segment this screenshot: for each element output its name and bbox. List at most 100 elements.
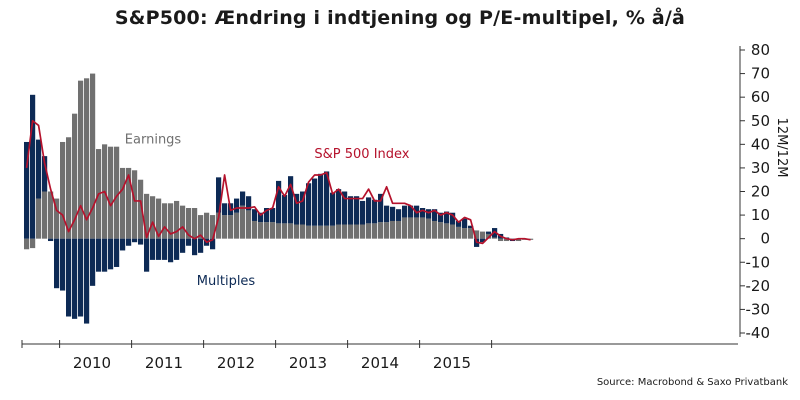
earnings-bar [204, 212, 210, 239]
multiples-bar [462, 218, 468, 229]
earnings-bar [414, 217, 420, 239]
multiples-bar [30, 94, 36, 239]
earnings-bar [174, 200, 180, 239]
earnings-bar [156, 198, 162, 239]
multiples-bar [312, 178, 318, 226]
earnings-bar [426, 218, 432, 239]
multiples-bar [162, 238, 168, 260]
y-tick-label: 70 [751, 65, 770, 83]
earnings-bar [420, 217, 426, 239]
earnings-bar [378, 222, 384, 239]
y-tick-label: 10 [751, 206, 770, 224]
earnings-bar [78, 80, 84, 239]
earnings-bar [276, 223, 282, 239]
multiples-bar [378, 193, 384, 223]
multiples-bar [222, 203, 228, 216]
y-tick-label: 60 [751, 88, 770, 106]
multiples-bar [258, 212, 264, 223]
source-note: Source: Macrobond & Saxo Privatbank [596, 377, 788, 388]
earnings-bar [462, 228, 468, 239]
earnings-bar [108, 146, 114, 239]
earnings-bar [402, 217, 408, 239]
earnings-bar [312, 225, 318, 239]
earnings-bar [270, 222, 276, 239]
multiples-bar [444, 211, 450, 224]
earnings-bar [114, 146, 120, 239]
x-tick-label: 2011 [145, 354, 183, 372]
earnings-bar [348, 224, 354, 239]
earnings-bar [390, 220, 396, 239]
earnings-bar [192, 208, 198, 239]
earnings-bar [264, 222, 270, 239]
earnings-bar [42, 191, 48, 239]
earnings-bar [468, 228, 474, 239]
x-tick-label: 2015 [433, 354, 471, 372]
index-annotation: S&P 500 Index [314, 147, 409, 162]
earnings-bar [72, 113, 78, 239]
multiples-bar [342, 191, 348, 225]
earnings-bar [516, 238, 522, 242]
multiples-bar [36, 139, 42, 199]
earnings-bar [84, 78, 90, 239]
multiples-bar [318, 173, 324, 226]
multiples-bar [450, 212, 456, 225]
earnings-bar [168, 203, 174, 239]
x-tick-label: 2010 [73, 354, 111, 372]
sp500-index-line [25, 119, 531, 245]
multiples-bar [276, 180, 282, 224]
multiples-bar [336, 189, 342, 225]
multiples-bar [144, 238, 150, 272]
multiples-bar [390, 206, 396, 221]
multiples-bar [54, 238, 60, 289]
earnings-bar [144, 193, 150, 239]
multiples-bar [180, 238, 186, 253]
earnings-bar [444, 223, 450, 239]
multiples-bar [246, 196, 252, 211]
earnings-bar [48, 191, 54, 239]
multiples-bar [120, 238, 126, 251]
earnings-bar [228, 215, 234, 239]
earnings-bar [288, 223, 294, 239]
earnings-bar [246, 210, 252, 239]
multiples-bar [240, 191, 246, 206]
earnings-bar [438, 222, 444, 239]
earnings-bar [198, 215, 204, 239]
multiples-bar [264, 208, 270, 223]
earnings-bar [234, 212, 240, 239]
multiples-bar [354, 196, 360, 225]
y-tick-label: 40 [751, 135, 770, 153]
multiples-bar [156, 238, 162, 260]
multiples-bar [372, 199, 378, 224]
earnings-bar [54, 198, 60, 239]
line-layer [25, 119, 531, 245]
annotation-layer: Earnings S&P 500 Index Multiples [125, 133, 410, 290]
earnings-bar [150, 196, 156, 239]
earnings-bar [372, 223, 378, 239]
earnings-bar [60, 141, 66, 239]
y-tick-label: -40 [746, 324, 771, 342]
multiples-bar [24, 141, 30, 239]
earnings-bar [66, 137, 72, 239]
earnings-bar [138, 179, 144, 239]
multiples-bar [78, 238, 84, 317]
earnings-bar [474, 230, 480, 239]
earnings-bar [396, 220, 402, 239]
multiples-bar [84, 238, 90, 324]
multiples-annotation: Multiples [197, 274, 256, 289]
earnings-bar [294, 224, 300, 239]
y-tick-label: 0 [760, 230, 770, 248]
multiples-bar [234, 198, 240, 213]
multiples-bar [252, 209, 258, 221]
multiples-bar [408, 205, 414, 218]
multiples-bar [486, 231, 492, 234]
earnings-bar [318, 225, 324, 239]
axis-layer: -40 -30 -20 -10 0 10 20 30 40 50 60 70 80 12M/12M 2010… [21, 41, 789, 372]
earnings-bar [432, 220, 438, 239]
multiples-bar [66, 238, 72, 317]
multiples-bar [294, 193, 300, 225]
earnings-bar [450, 224, 456, 239]
earnings-bar [408, 217, 414, 239]
y-axis-label: 12M/12M [774, 118, 789, 178]
earnings-bar [258, 222, 264, 239]
